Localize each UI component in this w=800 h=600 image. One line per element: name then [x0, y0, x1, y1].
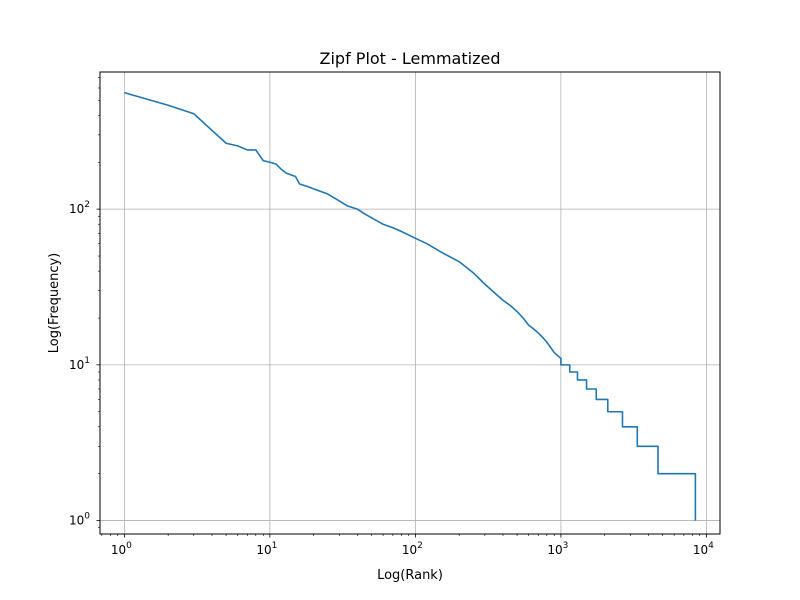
y-tick-label: 102 — [69, 200, 90, 216]
x-tick-label: 104 — [693, 541, 714, 557]
x-tick-label: 100 — [111, 541, 132, 557]
y-tick-label-layer: 100 101 102 — [69, 200, 90, 527]
y-tick-label: 101 — [69, 356, 90, 372]
y-tick-label: 100 — [69, 512, 90, 528]
x-tick-label: 102 — [402, 541, 423, 557]
plot-frame — [99, 71, 721, 535]
x-axis-label: Log(Rank) — [377, 568, 443, 583]
grid-layer — [100, 72, 720, 534]
y-axis-label: Log(Frequency) — [47, 253, 62, 354]
x-tick-label-layer: 100 101 102 103 104 — [111, 541, 714, 557]
chart-title: Zipf Plot - Lemmatized — [320, 49, 501, 68]
zipf-series-line — [124, 91, 697, 521]
major-tick-layer — [96, 208, 707, 538]
x-tick-label: 101 — [256, 541, 277, 557]
series-layer — [124, 91, 697, 521]
x-tick-label: 103 — [547, 541, 568, 557]
